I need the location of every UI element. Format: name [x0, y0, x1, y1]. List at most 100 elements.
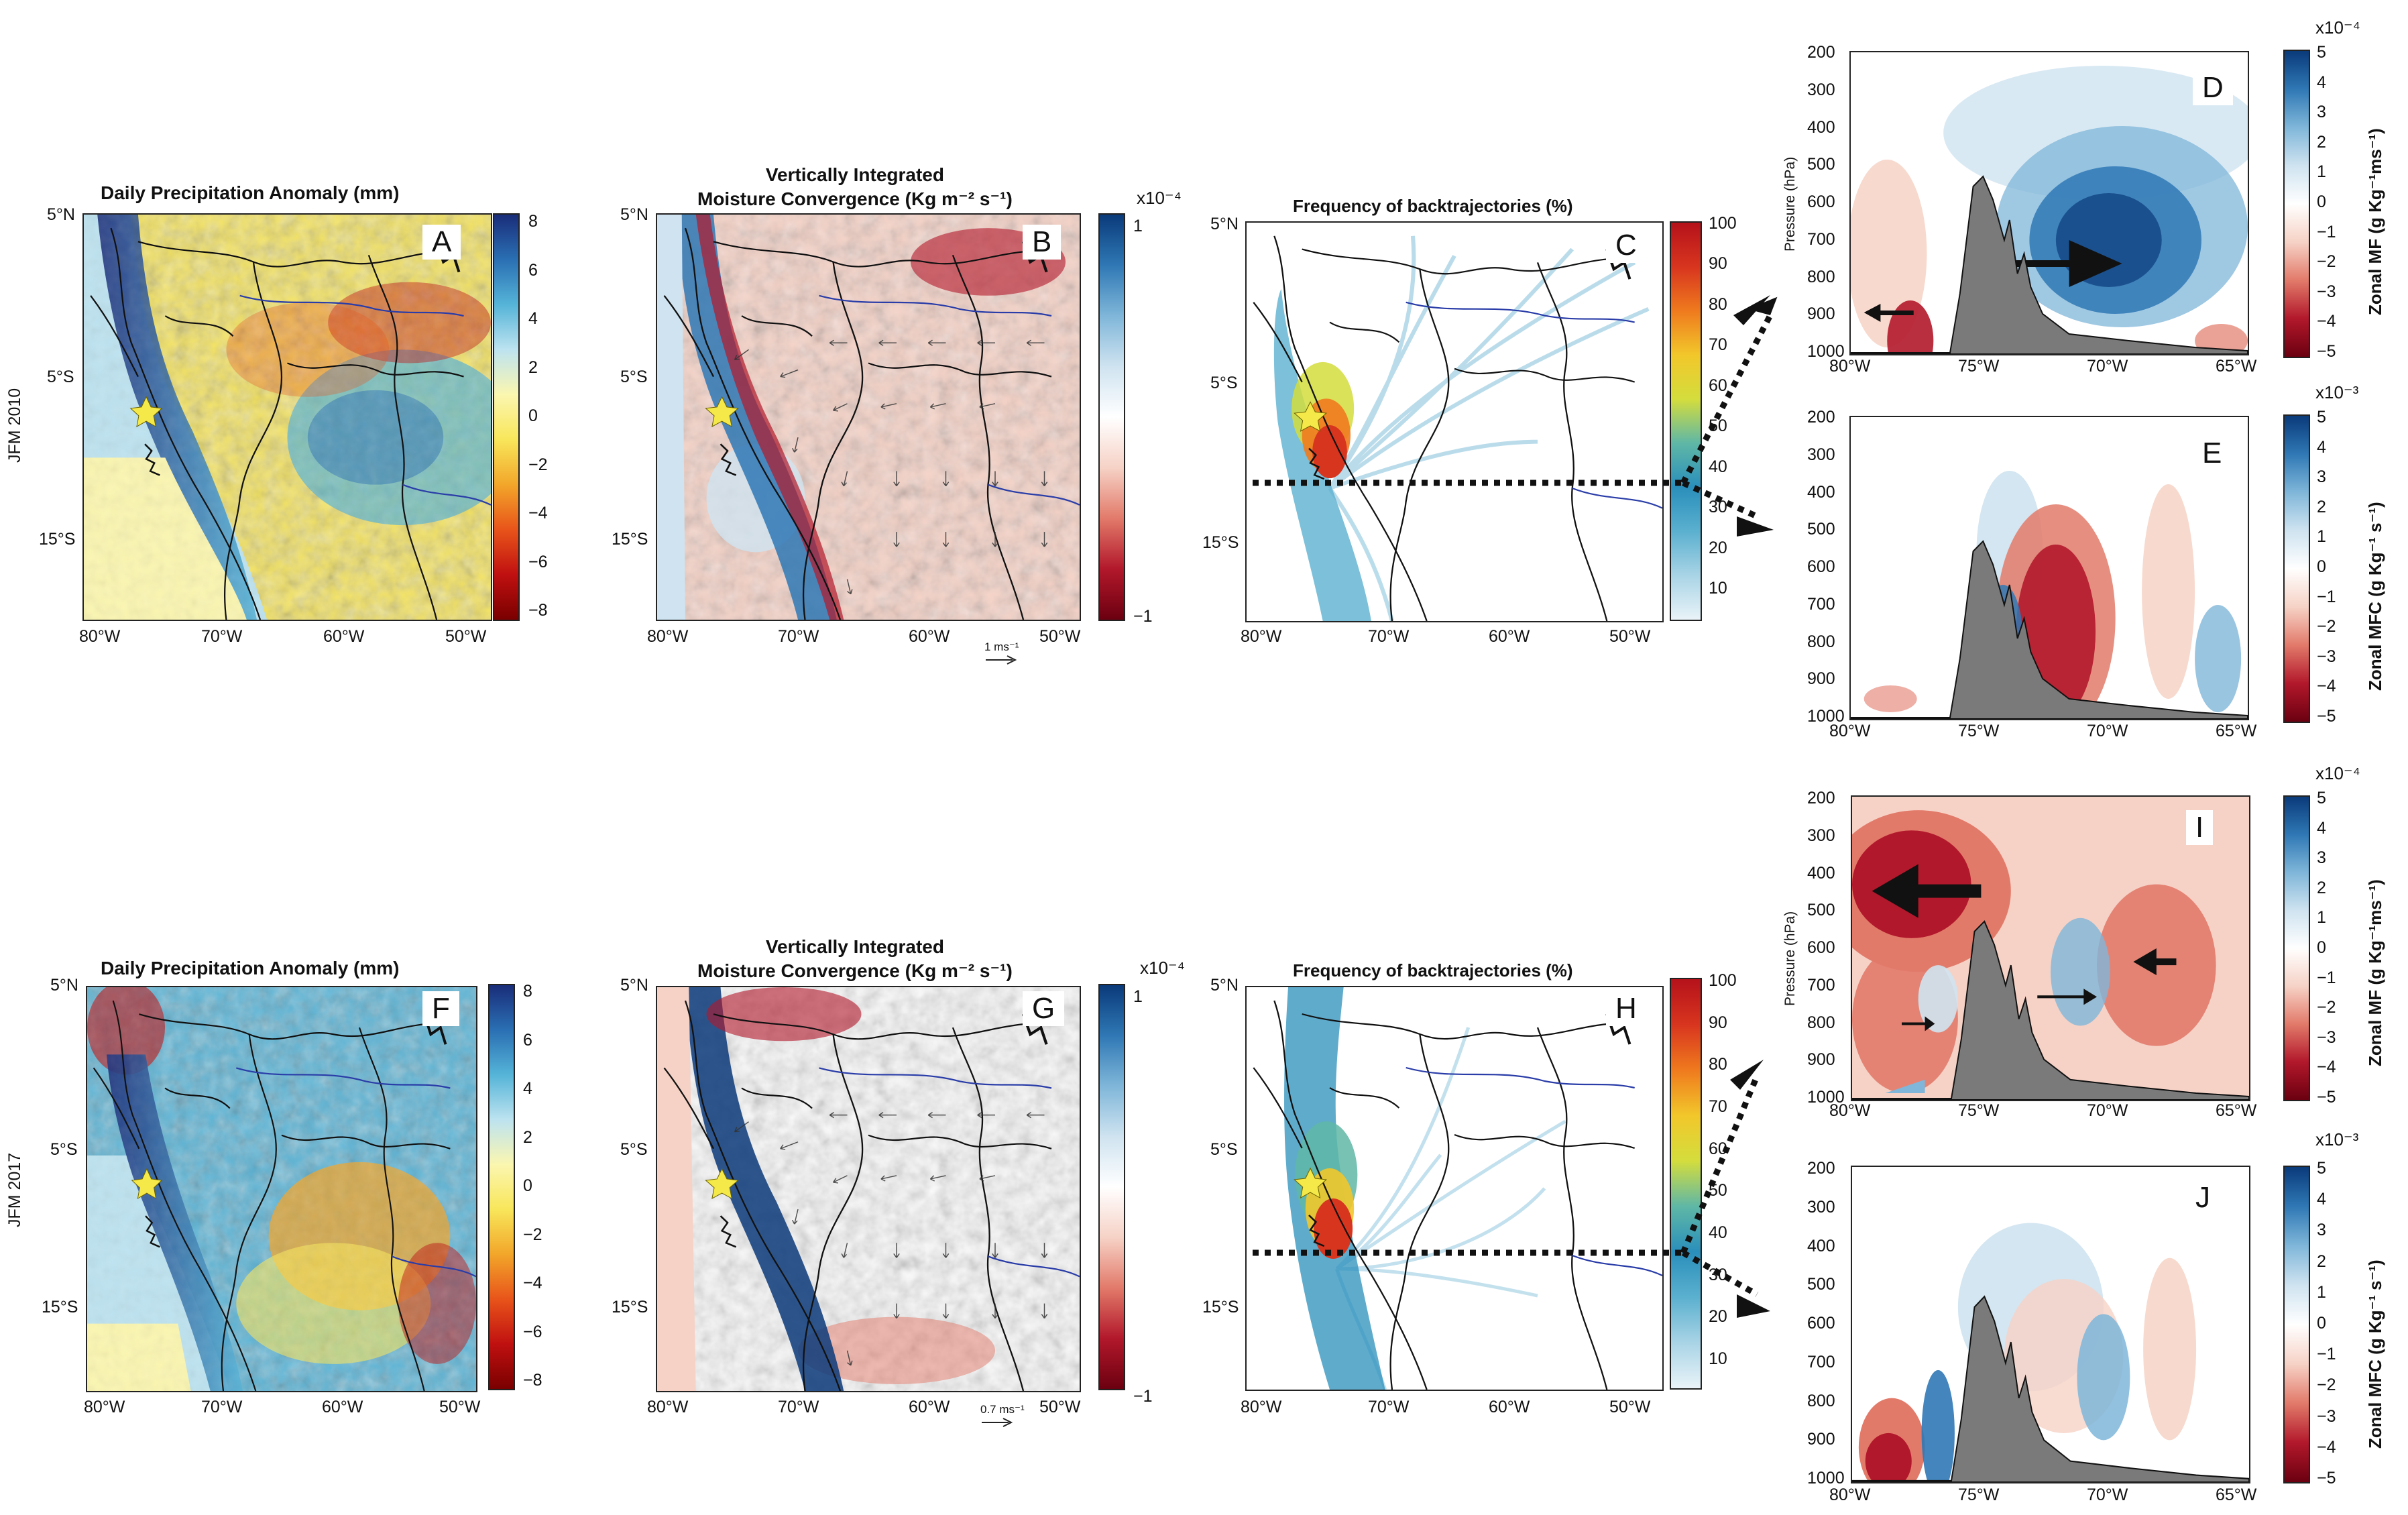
- lon-tick: 50°W: [445, 627, 487, 646]
- cb-tick: 2: [528, 357, 538, 377]
- xs-lon-tick: 70°W: [2087, 357, 2128, 376]
- panel-letter: G: [1023, 991, 1065, 1027]
- lon-tick: 50°W: [1609, 627, 1651, 646]
- xs-lon-tick: 75°W: [1958, 357, 2000, 376]
- lon-tick: 50°W: [1609, 1398, 1651, 1416]
- lon-tick: 60°W: [909, 627, 950, 646]
- xs-lon-tick: 70°W: [2087, 1485, 2128, 1504]
- cross-section-j: [1851, 1166, 2250, 1483]
- mfc-colorbar: [1098, 213, 1125, 621]
- lon-tick: 70°W: [201, 1398, 243, 1416]
- pressure-tick: 600: [1807, 192, 1835, 211]
- panel-b-title: Vertically Integrated Moisture Convergen…: [697, 163, 1013, 211]
- lon-tick: 50°W: [1039, 1398, 1081, 1416]
- scale-exponent: x10⁻⁴: [1137, 188, 1182, 208]
- traj-map-h: [1245, 986, 1664, 1391]
- cb-tick: 2: [523, 1127, 532, 1147]
- lat-tick: 5°N: [1210, 215, 1239, 233]
- lat-tick: 5°N: [1210, 976, 1239, 995]
- precip-colorbar: [493, 213, 520, 621]
- lon-tick: 70°W: [778, 1398, 819, 1416]
- cb-exponent: x10⁻⁴: [2315, 763, 2360, 783]
- lat-tick: 15°S: [42, 1298, 78, 1316]
- cb-tick: 70: [1709, 1097, 1727, 1116]
- cb-tick: −4: [2317, 312, 2336, 331]
- cb-tick: −2: [2317, 998, 2336, 1017]
- cb-tick: 5: [2317, 789, 2326, 807]
- cb-tick: 1: [2317, 162, 2326, 182]
- xs-lon-tick: 75°W: [1958, 722, 2000, 740]
- cb-tick: 2: [2317, 497, 2326, 516]
- cb-tick: −5: [2317, 1469, 2336, 1488]
- cb-tick: −5: [2317, 707, 2336, 726]
- cb-tick: 50: [1709, 1181, 1727, 1200]
- pressure-tick: 500: [1807, 901, 1835, 920]
- cb-tick: −2: [2317, 617, 2336, 636]
- cb-tick: −1: [1133, 607, 1153, 626]
- xs-lon-tick: 70°W: [2087, 1101, 2128, 1120]
- pressure-tick: 200: [1807, 1159, 1835, 1178]
- xs-lon-tick: 65°W: [2216, 1485, 2257, 1504]
- pressure-tick: 400: [1807, 1236, 1835, 1255]
- cb-tick: 4: [2317, 437, 2326, 457]
- lon-tick: 50°W: [439, 1398, 481, 1416]
- cb-tick: 0: [2317, 557, 2326, 576]
- xs-lon-tick: 80°W: [1829, 1485, 1871, 1504]
- vector-reference-arrow: [986, 655, 1017, 665]
- pressure-tick: 200: [1807, 789, 1835, 807]
- pressure-tick: 900: [1807, 1430, 1835, 1449]
- cb-tick: 60: [1709, 376, 1727, 395]
- xs-lon-tick: 75°W: [1958, 1485, 2000, 1504]
- panel-letter: J: [2186, 1180, 2220, 1216]
- pressure-tick: 600: [1807, 557, 1835, 576]
- cb-label: Zonal MFC (g Kg⁻¹ s⁻¹): [2365, 502, 2385, 691]
- pressure-tick: 400: [1807, 482, 1835, 502]
- cb-tick: −2: [523, 1225, 542, 1244]
- pressure-tick: 1000: [1807, 1469, 1845, 1488]
- lon-tick: 50°W: [1039, 627, 1081, 646]
- cb-tick: −2: [2317, 1376, 2336, 1395]
- pressure-tick: 300: [1807, 445, 1835, 464]
- precip-map-a: [82, 213, 492, 621]
- xs-ylabel: Pressure (hPa): [1782, 156, 1798, 251]
- cb-tick: 4: [528, 309, 538, 328]
- lon-tick: 70°W: [778, 627, 819, 646]
- panel-letter: D: [2193, 70, 2233, 106]
- panel-letter: E: [2193, 436, 2232, 471]
- pressure-tick: 1000: [1807, 342, 1845, 361]
- panel-g-title: Vertically Integrated Moisture Convergen…: [697, 935, 1013, 983]
- cb-tick: −4: [528, 504, 548, 522]
- cb-tick: 90: [1709, 254, 1727, 274]
- mfc-map-g: [656, 986, 1081, 1392]
- cb-tick: −1: [2317, 587, 2336, 606]
- cb-tick: 80: [1709, 294, 1727, 314]
- lon-tick: 80°W: [1241, 627, 1282, 646]
- precip-colorbar: [488, 984, 515, 1390]
- cb-tick: 3: [2317, 103, 2326, 122]
- cb-tick: −4: [2317, 1437, 2336, 1457]
- lat-tick: 5°N: [620, 205, 648, 224]
- lon-tick: 80°W: [84, 1398, 125, 1416]
- cb-tick: 4: [2317, 72, 2326, 92]
- cb-tick: −5: [2317, 342, 2336, 361]
- arrowhead: [1737, 1294, 1770, 1318]
- lat-tick: 5°N: [620, 976, 648, 995]
- cb-tick: 8: [523, 982, 532, 1001]
- lon-tick: 60°W: [322, 1398, 363, 1416]
- panel-f-title: Daily Precipitation Anomaly (mm): [101, 958, 400, 978]
- pressure-tick: 900: [1807, 1050, 1835, 1070]
- pressure-tick: 600: [1807, 938, 1835, 957]
- scale-exponent: x10⁻⁴: [1140, 958, 1185, 978]
- lat-tick: 5°S: [1210, 374, 1238, 392]
- cb-tick: 100: [1709, 214, 1737, 233]
- xs-lon-tick: 80°W: [1829, 357, 1871, 376]
- cb-tick: 20: [1709, 1307, 1727, 1327]
- xs-lon-tick: 65°W: [2216, 357, 2257, 376]
- cb-tick: −4: [2317, 1058, 2336, 1077]
- cb-tick: 4: [2317, 818, 2326, 838]
- cb-exponent: x10⁻⁴: [2315, 17, 2360, 38]
- lat-tick: 5°S: [620, 368, 648, 386]
- cb-tick: 0: [2317, 938, 2326, 957]
- cb-tick: 0: [528, 406, 538, 425]
- cb-tick: 2: [2317, 878, 2326, 897]
